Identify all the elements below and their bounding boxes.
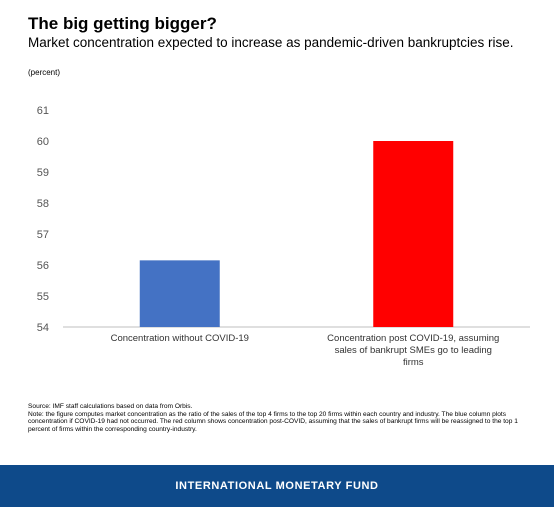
bar-chart: 54 55 56 57 58 59 60 61 Concentration without C… [37,105,530,368]
x-category-label: firms [403,357,424,368]
x-category-label: Concentration post COVID-19, assuming [327,333,499,344]
y-tick-label: 55 [37,291,49,303]
y-tick-label: 56 [37,260,49,272]
y-tick-label: 58 [37,198,49,210]
x-category-label: Concentration without COVID-19 [111,333,249,344]
y-axis: 54 55 56 57 58 59 60 61 [37,105,530,334]
x-axis-labels: Concentration without COVID-19 Concentrat… [111,333,500,368]
y-tick-label: 61 [37,105,49,117]
chart-title: The big getting bigger? [28,14,217,33]
footer-band: INTERNATIONAL MONETARY FUND [0,465,554,507]
y-tick-label: 57 [37,229,49,241]
unit-label: (percent) [28,68,61,77]
methodology-note: Note: the figure computes market concent… [28,410,518,433]
x-category-label: sales of bankrupt SMEs go to leading [335,345,492,356]
bar-1 [139,260,220,327]
y-tick-label: 60 [37,136,49,148]
chart-notes: Source: IMF staff calculations based on … [28,403,533,433]
y-tick-label: 59 [37,167,49,179]
y-tick-label: 54 [37,322,49,334]
bars [139,141,454,327]
chart-subtitle: Market concentration expected to increas… [28,35,514,50]
bar-2 [373,141,454,327]
source-note: Source: IMF staff calculations based on … [28,403,193,410]
footer-brand: INTERNATIONAL MONETARY FUND [175,480,379,492]
